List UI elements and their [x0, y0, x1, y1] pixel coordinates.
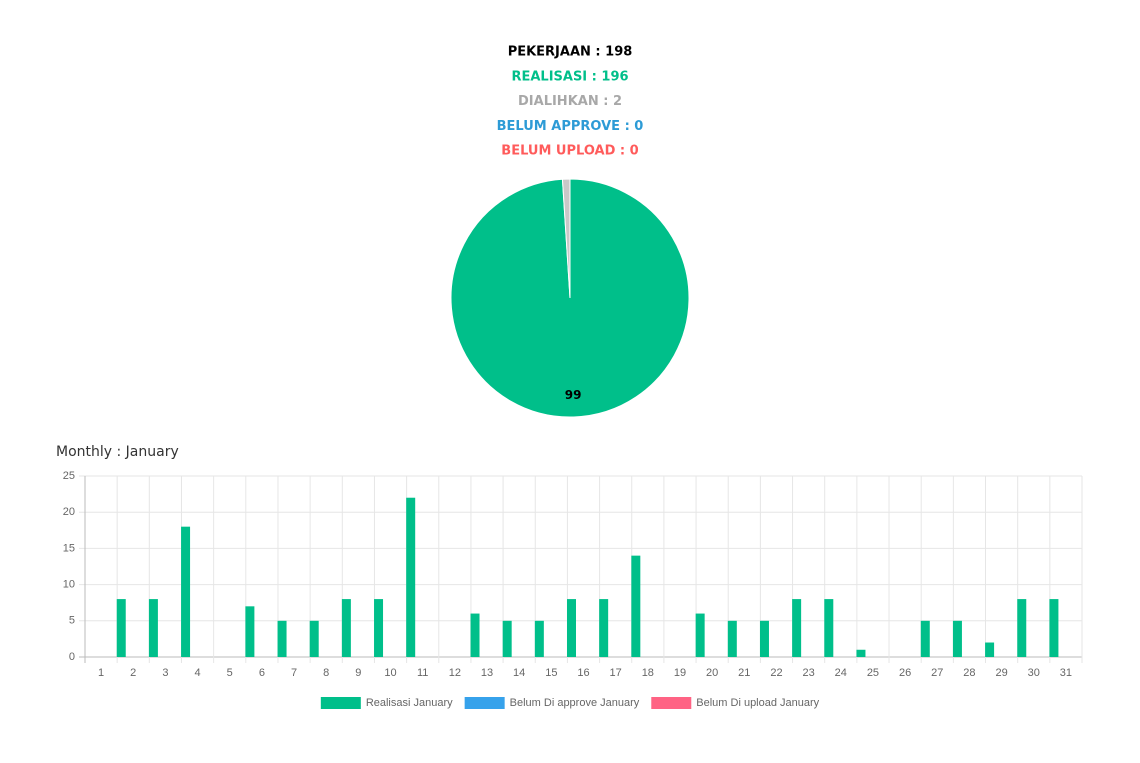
x-tick-label: 18: [642, 667, 654, 679]
bar: [341, 599, 351, 657]
legend-label: Belum Di upload January: [696, 697, 819, 709]
y-tick-label: 0: [69, 651, 75, 663]
bar: [534, 620, 544, 657]
y-tick-label: 25: [63, 470, 75, 482]
x-tick-label: 9: [355, 667, 361, 679]
bar: [148, 599, 158, 657]
x-tick-label: 16: [577, 667, 589, 679]
bar: [824, 599, 834, 657]
x-tick-label: 31: [1060, 667, 1072, 679]
x-tick-label: 10: [384, 667, 396, 679]
x-tick-label: 23: [803, 667, 815, 679]
bar: [567, 599, 576, 657]
bar: [116, 599, 126, 657]
bar: [759, 620, 769, 657]
bar: [985, 642, 995, 657]
x-tick-label: 22: [770, 667, 782, 679]
legend-label: Belum Di approve January: [510, 697, 640, 709]
bar: [727, 620, 737, 657]
bar: [952, 620, 962, 657]
bar: [374, 599, 384, 657]
bar: [406, 497, 416, 657]
x-tick-label: 6: [259, 667, 265, 679]
x-tick-label: 19: [674, 667, 686, 679]
bar: [1017, 599, 1027, 657]
bar: [470, 613, 480, 657]
x-tick-label: 25: [867, 667, 879, 679]
x-tick-label: 4: [195, 667, 201, 679]
summary-line: DIALIHKAN : 2: [518, 94, 622, 109]
x-tick-label: 21: [738, 667, 750, 679]
bar: [181, 526, 191, 657]
summary-line: REALISASI : 196: [511, 69, 628, 84]
bar: [920, 620, 930, 657]
bar: [856, 649, 866, 657]
x-tick-label: 20: [706, 667, 718, 679]
bar: [1049, 599, 1059, 657]
y-tick-label: 10: [63, 579, 75, 591]
x-tick-label: 2: [130, 667, 136, 679]
summary-line: BELUM APPROVE : 0: [497, 119, 644, 134]
summary-line: PEKERJAAN : 198: [508, 45, 633, 60]
y-tick-label: 15: [63, 542, 75, 554]
summary-line: BELUM UPLOAD : 0: [501, 144, 638, 159]
x-tick-label: 5: [227, 667, 233, 679]
legend-swatch: [320, 697, 361, 709]
x-tick-label: 3: [162, 667, 168, 679]
x-tick-label: 29: [995, 667, 1007, 679]
legend-swatch: [464, 697, 505, 709]
bar-chart-title: Monthly : January: [56, 444, 179, 460]
x-tick-label: 14: [513, 667, 525, 679]
bar: [695, 613, 705, 657]
x-tick-label: 26: [899, 667, 911, 679]
x-tick-label: 30: [1028, 667, 1040, 679]
x-tick-label: 8: [323, 667, 329, 679]
bar: [309, 620, 319, 657]
x-tick-label: 15: [545, 667, 557, 679]
x-tick-label: 7: [291, 667, 297, 679]
legend-label: Realisasi January: [366, 697, 453, 709]
x-tick-label: 24: [835, 667, 847, 679]
y-tick-label: 5: [69, 615, 75, 627]
x-tick-label: 13: [481, 667, 493, 679]
x-tick-label: 12: [449, 667, 461, 679]
y-tick-label: 20: [63, 506, 75, 518]
x-tick-label: 1: [98, 667, 104, 679]
pie-value-label: 99: [565, 388, 582, 402]
bar: [277, 620, 287, 657]
bar: [792, 599, 802, 657]
x-tick-label: 17: [610, 667, 622, 679]
x-tick-label: 11: [417, 667, 428, 679]
x-tick-label: 27: [931, 667, 943, 679]
x-tick-label: 28: [963, 667, 975, 679]
bar: [502, 620, 512, 657]
bar: [631, 555, 641, 657]
bar: [599, 599, 609, 657]
bar: [245, 606, 255, 657]
legend-swatch: [651, 697, 692, 709]
